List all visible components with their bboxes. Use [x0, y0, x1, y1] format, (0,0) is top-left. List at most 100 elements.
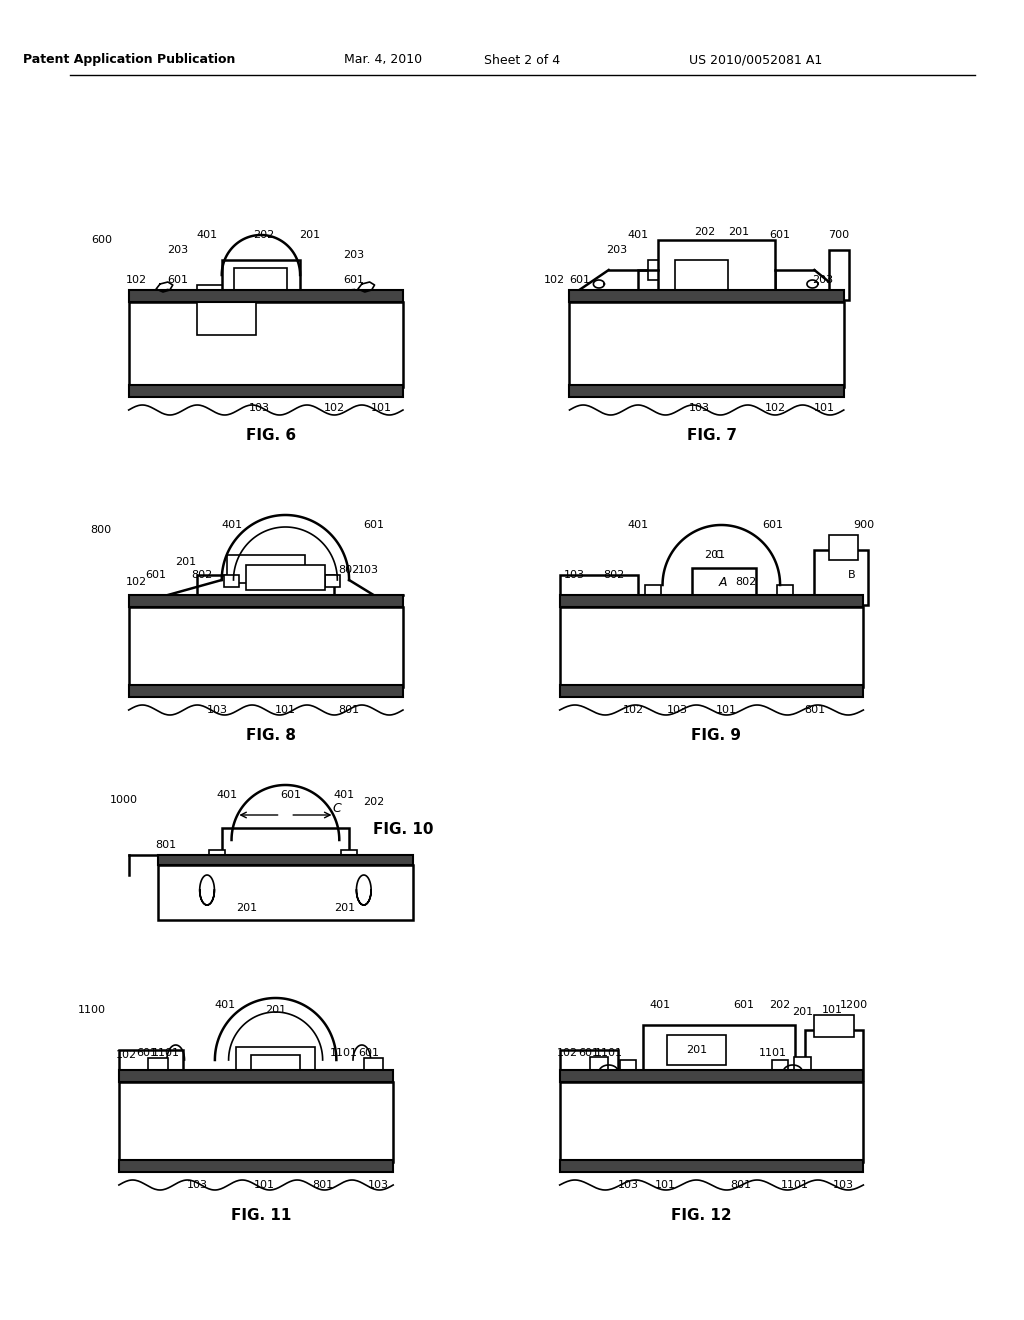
Bar	[341, 850, 357, 861]
Text: FIG. 11: FIG. 11	[230, 1208, 291, 1222]
Text: FIG. 8: FIG. 8	[246, 727, 296, 742]
Text: 201: 201	[334, 903, 354, 913]
Text: 101: 101	[655, 1180, 676, 1191]
Text: 1101: 1101	[152, 1048, 180, 1059]
Text: 601: 601	[167, 275, 188, 285]
Text: 800: 800	[91, 525, 112, 535]
Bar	[638, 271, 775, 300]
Bar	[237, 1047, 314, 1074]
Text: FIG. 12: FIG. 12	[672, 1208, 732, 1222]
Text: 1101: 1101	[780, 1180, 809, 1191]
Text: FIG. 6: FIG. 6	[246, 428, 296, 442]
Text: 600: 600	[91, 235, 112, 246]
Bar	[777, 585, 793, 597]
Text: 401: 401	[334, 789, 354, 800]
Bar	[668, 1035, 726, 1065]
Text: 103: 103	[358, 565, 379, 576]
Text: 201: 201	[686, 1045, 708, 1055]
Text: 102: 102	[126, 275, 147, 285]
Text: 900: 900	[853, 520, 873, 531]
Bar	[325, 576, 340, 587]
Text: C: C	[333, 801, 342, 814]
Text: 1100: 1100	[78, 1005, 105, 1015]
Text: 201: 201	[299, 230, 321, 240]
Text: 202: 202	[253, 230, 274, 240]
Bar	[560, 1082, 863, 1162]
Text: 1101: 1101	[595, 1048, 623, 1059]
Bar	[560, 607, 863, 686]
Text: 201: 201	[265, 1005, 286, 1015]
Text: 102: 102	[126, 577, 147, 587]
Text: 601: 601	[568, 275, 590, 285]
Text: 1101: 1101	[759, 1048, 787, 1059]
Bar	[569, 302, 844, 387]
Bar	[129, 685, 403, 697]
Text: 103: 103	[667, 705, 688, 715]
Text: 601: 601	[364, 520, 384, 531]
Bar	[648, 260, 707, 280]
Text: FIG. 7: FIG. 7	[686, 428, 736, 442]
Text: 202: 202	[694, 227, 716, 238]
Text: 802: 802	[735, 577, 757, 587]
Bar	[119, 1082, 393, 1162]
Text: 601: 601	[733, 1001, 755, 1010]
Bar	[158, 855, 413, 865]
Bar	[119, 1049, 182, 1078]
Text: 101: 101	[821, 1005, 843, 1015]
Text: 802: 802	[603, 570, 625, 579]
Bar	[364, 1059, 383, 1072]
Text: 102: 102	[557, 1048, 579, 1059]
Bar	[222, 828, 349, 863]
Bar	[569, 290, 844, 302]
Text: 102: 102	[324, 403, 345, 413]
Text: Patent Application Publication: Patent Application Publication	[23, 54, 234, 66]
Text: 1200: 1200	[840, 1001, 867, 1010]
Bar	[814, 550, 868, 605]
Bar	[560, 1160, 863, 1172]
Text: 102: 102	[765, 403, 785, 413]
Text: 103: 103	[564, 570, 585, 579]
Bar	[222, 260, 300, 294]
Text: 401: 401	[649, 1001, 670, 1010]
Text: 203: 203	[606, 246, 627, 255]
Bar	[590, 1057, 607, 1072]
Bar	[560, 1049, 618, 1078]
Bar	[223, 576, 240, 587]
Bar	[814, 1015, 854, 1038]
Text: 202: 202	[769, 1001, 791, 1010]
Bar	[198, 285, 256, 335]
Bar	[129, 290, 403, 302]
Bar	[129, 595, 403, 607]
Text: 1000: 1000	[110, 795, 138, 805]
Text: 401: 401	[216, 789, 238, 800]
Bar	[119, 1160, 393, 1172]
Text: 103: 103	[186, 1180, 208, 1191]
Bar	[657, 240, 775, 294]
Text: 101: 101	[253, 1180, 274, 1191]
Text: 101: 101	[371, 403, 392, 413]
Bar	[129, 385, 403, 397]
Text: 801: 801	[156, 840, 176, 850]
Bar	[829, 249, 849, 300]
Bar	[129, 302, 403, 387]
Text: 401: 401	[221, 520, 242, 531]
Text: 601: 601	[358, 1048, 379, 1059]
Text: 601: 601	[145, 570, 167, 579]
Text: 802: 802	[339, 565, 359, 576]
Text: 401: 401	[197, 230, 218, 240]
Text: 101: 101	[274, 705, 296, 715]
Bar	[643, 1026, 795, 1077]
Text: 401: 401	[628, 230, 648, 240]
Bar	[119, 1071, 393, 1082]
Bar	[675, 260, 728, 290]
Bar	[226, 554, 305, 583]
Bar	[829, 535, 858, 560]
Text: 801: 801	[339, 705, 359, 715]
Text: 103: 103	[617, 1180, 639, 1191]
Text: 103: 103	[207, 705, 227, 715]
Text: 700: 700	[828, 230, 850, 240]
Text: 601: 601	[763, 520, 783, 531]
Text: 601: 601	[343, 275, 365, 285]
Text: 401: 401	[628, 520, 648, 531]
Text: 1101: 1101	[330, 1048, 358, 1059]
